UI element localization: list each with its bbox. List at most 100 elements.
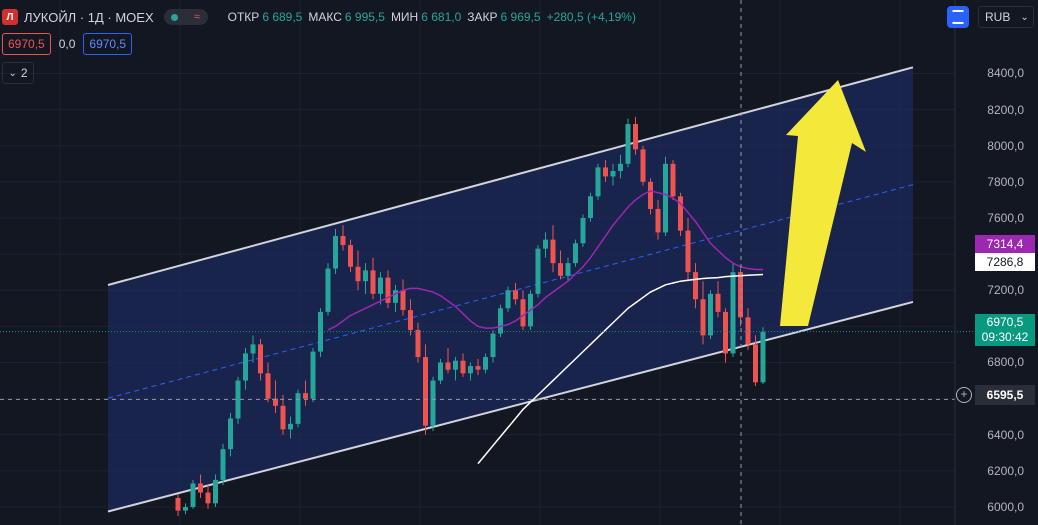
candle-body	[205, 492, 211, 504]
candle-body	[580, 217, 586, 244]
market-status-toggle[interactable]: ≈	[163, 9, 208, 25]
candle-body	[730, 272, 736, 354]
candle-body	[520, 299, 526, 327]
channel-upper-line	[107, 66, 914, 286]
countdown-value: 09:30:42	[981, 330, 1029, 344]
trend-arrow-icon	[780, 80, 866, 326]
candle-body	[408, 310, 413, 330]
chart-header: Л ЛУКОЙЛ · 1Д · MOEX ≈ ОТКР 6 689,5 МАКС…	[0, 8, 636, 26]
candle-body	[618, 163, 623, 172]
compare-button[interactable]	[947, 6, 969, 28]
candle-body	[325, 268, 331, 312]
ma-white-line	[477, 273, 764, 465]
candle-body	[625, 124, 631, 164]
price-tick-label: 8200,0	[987, 102, 1024, 117]
currency-label: RUB	[985, 10, 1011, 24]
candle-body	[213, 479, 218, 504]
candle-body	[610, 171, 616, 177]
candle-body	[723, 311, 728, 354]
candle-body	[490, 333, 496, 358]
candle-body	[595, 167, 601, 197]
channel-fill	[108, 67, 913, 512]
candle-body	[760, 331, 766, 383]
candle-body	[250, 344, 256, 354]
ma-white-label: 7286,8	[975, 253, 1035, 271]
candle-body	[258, 344, 263, 374]
candle-body	[183, 506, 188, 511]
candle-body	[310, 351, 316, 399]
candle-body	[543, 239, 548, 249]
candle-body	[670, 163, 676, 197]
add-alert-icon[interactable]: +	[956, 387, 972, 403]
candle-body	[550, 239, 556, 264]
lukoil-logo-icon: Л	[2, 9, 18, 25]
indicators-count: 2	[20, 66, 28, 80]
low-label: МИН	[390, 10, 419, 24]
candle-body	[685, 230, 691, 273]
price-tick-label: 7600,0	[987, 210, 1024, 225]
candle-body	[513, 290, 518, 300]
candle-body	[370, 270, 376, 294]
candle-body	[333, 236, 338, 269]
price-tick-label: 6800,0	[987, 355, 1024, 370]
candle-body	[498, 308, 503, 334]
candle-body	[700, 299, 706, 336]
chevron-down-icon: ⌄	[8, 67, 17, 79]
currency-select[interactable]: RUB ⌄	[978, 6, 1034, 28]
last-price-label: 6970,5 09:30:42	[975, 314, 1035, 346]
wave-icon: ≈	[193, 10, 200, 23]
spread-value: 0,0	[58, 37, 76, 51]
candle-body	[340, 236, 346, 246]
low-value: 6 681,0	[421, 10, 462, 24]
symbol-title[interactable]: ЛУКОЙЛ · 1Д · MOEX	[24, 9, 154, 25]
candle-body	[243, 353, 248, 381]
candle-body	[603, 167, 608, 177]
candle-body	[175, 497, 181, 511]
candle-body	[588, 196, 593, 218]
sell-button[interactable]: 6970,5	[2, 33, 51, 55]
candle-body	[468, 366, 473, 374]
candle-body	[460, 360, 466, 374]
candle-body	[303, 393, 308, 399]
candle-body	[715, 293, 721, 312]
candle-body	[423, 357, 428, 426]
candle-body	[565, 263, 571, 276]
candle-body	[198, 483, 203, 493]
trade-buttons: 6970,5 0,0 6970,5	[0, 33, 133, 55]
candle-body	[355, 266, 361, 282]
candle-body	[678, 196, 683, 231]
candle-body	[633, 124, 638, 150]
price-tick-label: 6200,0	[987, 463, 1024, 478]
candle-body	[453, 360, 458, 370]
market-open-dot-icon	[171, 13, 179, 21]
candle-body	[378, 277, 383, 294]
price-tick-label: 8000,0	[987, 138, 1024, 153]
candle-body	[438, 362, 443, 381]
buy-button[interactable]: 6970,5	[83, 33, 133, 55]
last-price-value: 6970,5	[986, 315, 1024, 329]
candle-body	[483, 357, 488, 370]
candle-body	[655, 208, 661, 233]
candle-body	[363, 270, 368, 282]
candle-body	[265, 373, 271, 399]
price-tick-label: 8400,0	[987, 66, 1024, 81]
candle-body	[393, 290, 398, 303]
crosshair-price-label: 6595,5	[975, 385, 1035, 405]
open-value: 6 689,5	[262, 10, 303, 24]
candle-body	[280, 405, 286, 430]
ma-purple-label: 7314,4	[975, 235, 1035, 253]
candle-body	[738, 272, 743, 318]
candle-body	[693, 272, 698, 300]
high-value: 6 995,5	[344, 10, 385, 24]
compare-icon	[951, 10, 965, 24]
candle-body	[430, 380, 436, 426]
price-tick-label: 7800,0	[987, 174, 1024, 189]
candle-body	[228, 418, 233, 450]
candle-body	[190, 483, 196, 507]
candle-body	[475, 366, 481, 370]
candle-body	[745, 317, 751, 345]
candle-body	[220, 449, 226, 480]
indicators-collapse-button[interactable]: ⌄ 2	[2, 62, 34, 84]
change-value: +280,5 (+4,19%)	[546, 10, 636, 24]
